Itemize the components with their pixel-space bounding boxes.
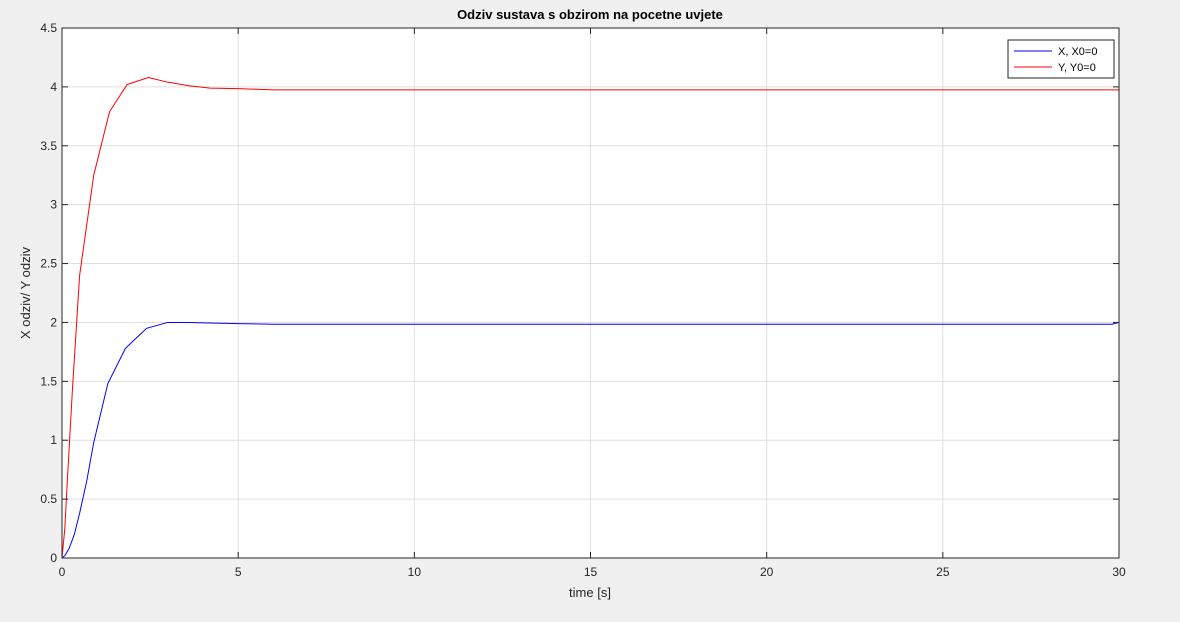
y-axis-label: X odziv/ Y odziv: [18, 246, 33, 339]
legend-label-x: X, X0=0: [1058, 46, 1097, 58]
y-tick-label: 0: [50, 551, 57, 565]
y-tick-label: 1.5: [40, 374, 57, 388]
x-tick-label: 30: [1112, 565, 1126, 579]
y-tick-label: 3: [50, 198, 57, 212]
x-tick-label: 15: [584, 565, 598, 579]
y-tick-label: 2: [50, 315, 57, 329]
chart-title: Odziv sustava s obzirom na pocetne uvjet…: [457, 7, 723, 22]
y-tick-label: 2.5: [40, 257, 57, 271]
legend-label-y: Y, Y0=0: [1058, 62, 1096, 74]
y-tick-label: 4: [50, 80, 57, 94]
x-tick-label: 25: [936, 565, 950, 579]
y-tick-label: 0.5: [40, 492, 57, 506]
x-tick-label: 0: [59, 565, 66, 579]
x-axis-label: time [s]: [569, 585, 611, 600]
y-tick-label: 1: [50, 433, 57, 447]
y-tick-label: 3.5: [40, 139, 57, 153]
x-tick-label: 5: [235, 565, 242, 579]
legend[interactable]: X, X0=0 Y, Y0=0: [1008, 40, 1114, 78]
x-tick-label: 20: [760, 565, 774, 579]
y-tick-label: 4.5: [40, 21, 57, 35]
x-tick-label: 10: [408, 565, 422, 579]
